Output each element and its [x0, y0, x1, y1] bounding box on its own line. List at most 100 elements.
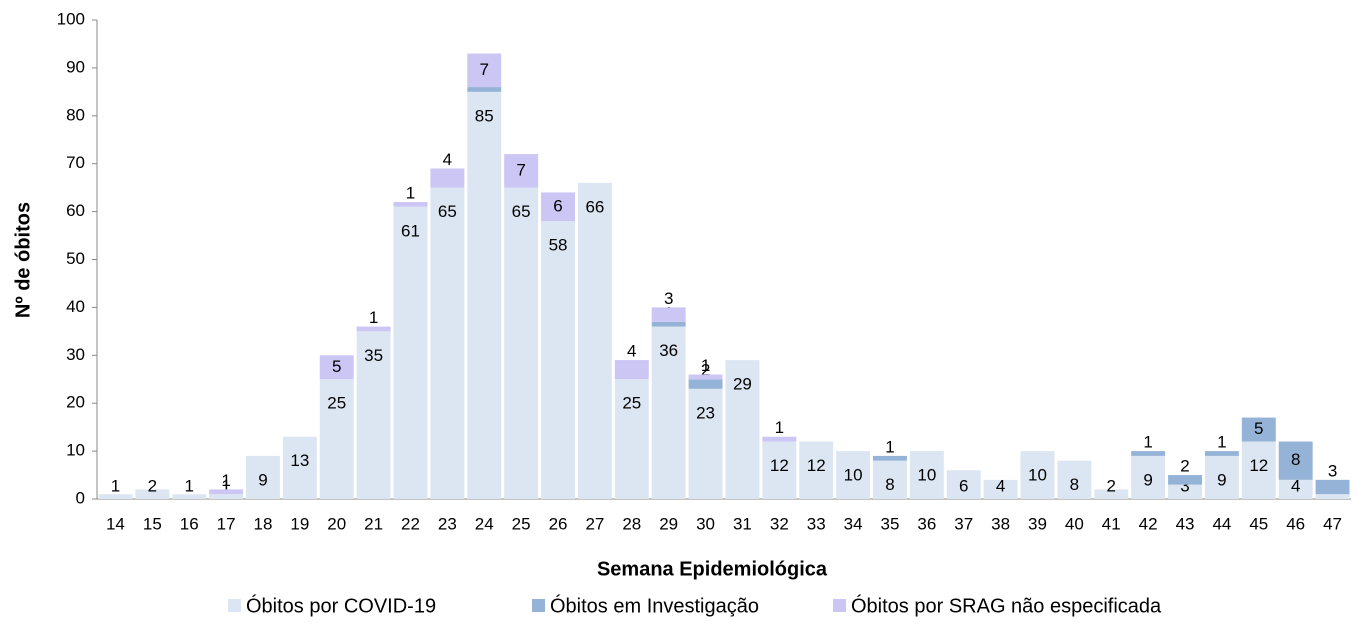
- bar-segment: [688, 374, 723, 380]
- bar-segment: [319, 355, 354, 380]
- bar-segment: [836, 451, 871, 499]
- bar-segment: [688, 388, 723, 499]
- bar-segment: [1204, 451, 1239, 456]
- bar-segment: [1278, 441, 1313, 480]
- data-label: 4: [1291, 476, 1300, 495]
- x-tick-label: 23: [438, 514, 457, 533]
- legend-label: Óbitos em Investigação: [550, 594, 759, 617]
- legend-swatch: [833, 599, 846, 612]
- y-tick-label: 70: [66, 153, 85, 172]
- x-tick-label: 46: [1286, 514, 1305, 533]
- bar-segment: [282, 436, 317, 499]
- bar-segment: [209, 489, 244, 495]
- data-label: 6: [553, 196, 562, 215]
- data-label: 10: [844, 466, 863, 485]
- bar-segment: [209, 494, 244, 499]
- data-label: 3: [1180, 476, 1189, 495]
- legend-swatch: [532, 599, 545, 612]
- bar-segment: [1168, 484, 1202, 499]
- bar-segment: [1168, 475, 1202, 485]
- bar-segment: [725, 360, 760, 499]
- data-label: 3: [664, 289, 673, 308]
- x-tick-label: 44: [1212, 514, 1231, 533]
- data-label: 5: [1254, 419, 1263, 438]
- data-label: 35: [364, 346, 383, 365]
- data-label: 65: [512, 202, 531, 221]
- data-label: 4: [443, 150, 452, 169]
- bar-segment: [356, 326, 391, 332]
- bar-segment: [98, 494, 133, 499]
- data-label: 2: [1107, 476, 1116, 495]
- data-label: 8: [1291, 450, 1300, 469]
- data-label: 2: [148, 476, 157, 495]
- x-tick-label: 42: [1139, 514, 1158, 533]
- x-tick-label: 20: [327, 514, 346, 533]
- data-label: 6: [959, 476, 968, 495]
- data-label: 8: [885, 475, 894, 494]
- x-tick-label: 26: [549, 514, 568, 533]
- x-tick-label: 45: [1249, 514, 1268, 533]
- bar-segment: [762, 436, 797, 442]
- data-label: 65: [438, 202, 457, 221]
- data-label: 25: [622, 394, 641, 413]
- x-tick-label: 32: [770, 514, 789, 533]
- x-tick-label: 37: [954, 514, 973, 533]
- x-tick-label: 24: [475, 514, 494, 533]
- data-label: 1: [1217, 433, 1226, 452]
- data-label: 1: [775, 418, 784, 437]
- bar-segment: [873, 460, 907, 499]
- y-tick-label: 0: [76, 488, 85, 507]
- bar-segment: [983, 479, 1018, 499]
- x-tick-label: 14: [106, 514, 125, 533]
- y-tick-label: 60: [66, 201, 85, 220]
- legend-label: Óbitos por SRAG não especificada: [851, 594, 1162, 617]
- bar-segment: [577, 182, 612, 500]
- bar-segment: [614, 379, 649, 499]
- bar-segment: [467, 87, 502, 92]
- bar-segment: [504, 154, 539, 188]
- bar-segment: [504, 187, 539, 499]
- data-label: 1: [885, 437, 894, 456]
- x-axis-title: Semana Epidemiológica: [597, 558, 828, 580]
- data-label: 1: [701, 356, 710, 375]
- data-label: 8: [1070, 475, 1079, 494]
- x-tick-label: 17: [217, 514, 236, 533]
- data-label: 4: [627, 342, 636, 361]
- bar-segment: [319, 379, 354, 499]
- bar-segment: [651, 326, 686, 499]
- data-label: 66: [585, 197, 604, 216]
- legend-swatch: [228, 599, 241, 612]
- bar-segment: [614, 360, 649, 380]
- bar-segment: [1131, 455, 1166, 499]
- data-label: 36: [659, 341, 678, 360]
- x-tick-label: 43: [1176, 514, 1195, 533]
- data-label: 1: [184, 476, 193, 495]
- y-tick-label: 80: [66, 105, 85, 124]
- bar-segment: [541, 192, 575, 222]
- bar-segment: [688, 379, 723, 389]
- data-label: 10: [917, 466, 936, 485]
- x-tick-label: 33: [807, 514, 826, 533]
- data-label: 1: [406, 184, 415, 203]
- data-label: 29: [733, 375, 752, 394]
- bar-segment: [393, 202, 428, 207]
- data-label: 4: [996, 476, 1005, 495]
- data-label: 1: [221, 476, 230, 495]
- data-label: 1: [369, 308, 378, 327]
- bar-segment: [873, 455, 907, 461]
- bar-segment: [1204, 455, 1239, 499]
- y-tick-label: 40: [66, 297, 85, 316]
- bar-segment: [1131, 451, 1166, 456]
- bar-segment: [946, 470, 981, 499]
- y-tick-label: 50: [66, 249, 85, 268]
- bar-segment: [1315, 494, 1350, 499]
- bar-segment: [909, 451, 944, 499]
- x-tick-label: 35: [881, 514, 900, 533]
- data-label: 2: [1180, 457, 1189, 476]
- y-tick-label: 20: [66, 393, 85, 412]
- y-tick-label: 30: [66, 345, 85, 364]
- bar-segment: [651, 307, 686, 322]
- bar-segment: [393, 206, 428, 499]
- data-label: 25: [327, 394, 346, 413]
- x-tick-label: 18: [254, 514, 273, 533]
